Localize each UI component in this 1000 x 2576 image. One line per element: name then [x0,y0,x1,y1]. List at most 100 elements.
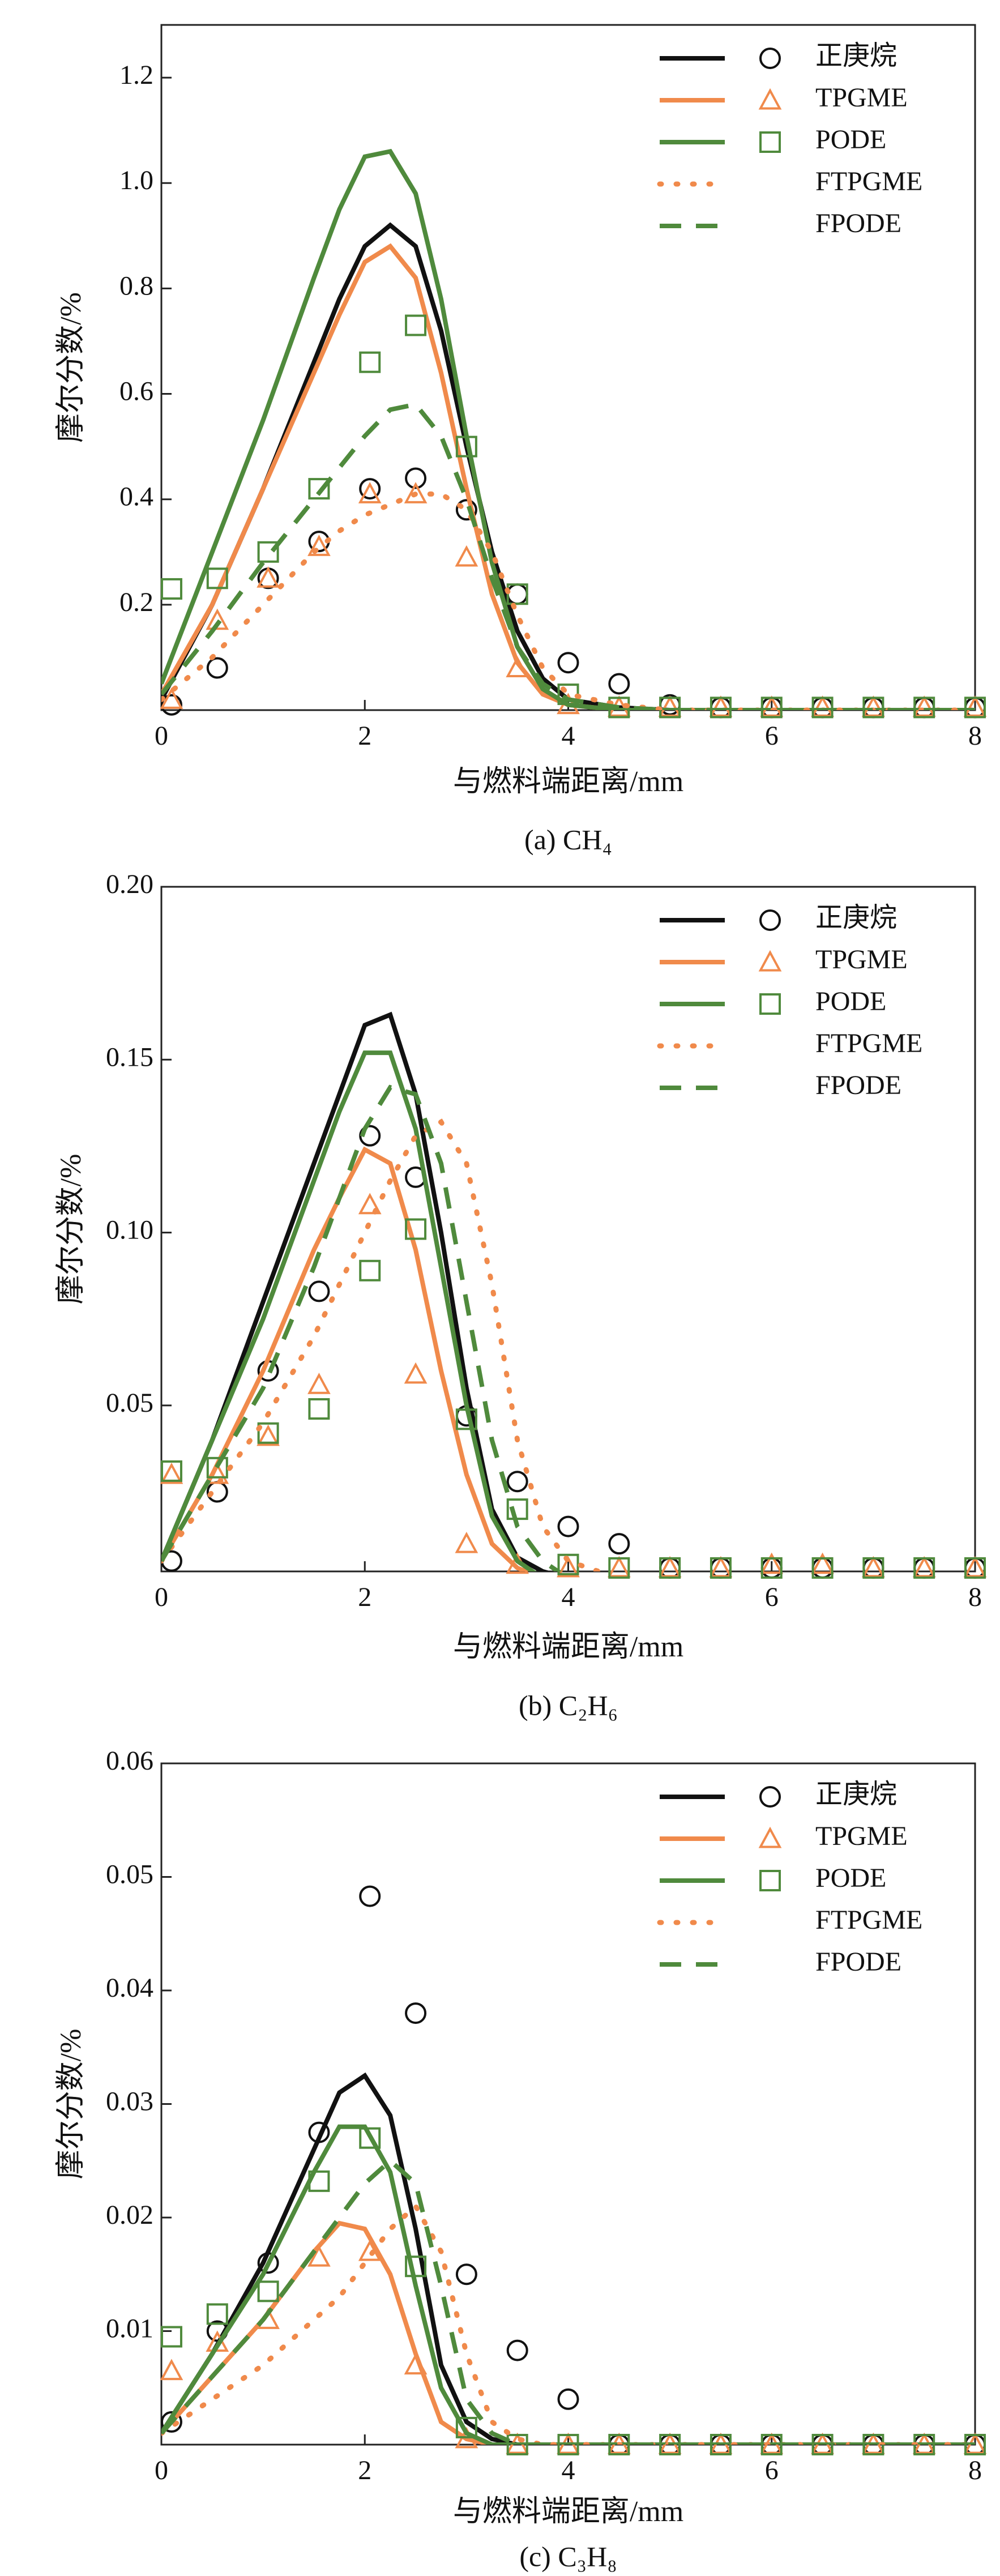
y-tick-label: 0.10 [106,1215,153,1245]
legend-label: FTPGME [815,1028,922,1058]
model-line [161,2220,975,2445]
marker [308,1280,330,1302]
y-tick-label: 0.2 [119,587,153,617]
x-axis-label: 与燃料端距离/mm [453,2496,683,2528]
y-tick-label: 1.0 [119,165,153,195]
marker [759,993,781,1015]
marker [358,482,382,503]
marker [811,695,834,717]
marker [758,88,782,110]
marker [257,567,279,589]
x-tick-label: 8 [968,1582,982,1612]
marker [913,1557,935,1579]
caption: (c) C₃H₈ [519,2540,617,2572]
x-tick-label: 0 [155,721,168,751]
marker [307,2245,331,2267]
x-tick-label: 0 [155,1582,168,1612]
marker [455,1408,477,1430]
marker [811,697,834,719]
y-tick-label: 0.01 [106,2314,153,2344]
marker [359,2127,381,2149]
marker [659,1557,681,1579]
x-tick-label: 2 [358,1582,371,1612]
x-tick-label: 6 [765,721,779,751]
caption: (a) CH₄ [524,823,612,855]
x-tick-label: 0 [155,2455,168,2485]
y-tick-label: 1.2 [119,60,153,90]
model-line [161,222,975,710]
marker [455,435,477,458]
marker [160,2326,182,2348]
model-line [161,1011,552,1571]
marker [506,2339,528,2361]
marker [710,1557,732,1579]
marker [608,1557,630,1579]
marker [206,1456,228,1479]
marker [811,1552,834,1574]
marker [359,1259,381,1281]
y-tick-label: 0.8 [119,271,153,301]
marker [964,697,986,719]
legend-label: FPODE [815,1947,901,1977]
marker [308,2170,330,2192]
model-line [161,243,975,710]
model-line [161,1118,607,1571]
marker [359,1885,381,1907]
legend-label: PODE [815,986,886,1016]
marker [759,48,781,69]
marker [160,2411,182,2433]
model-line [161,401,975,710]
x-tick-label: 4 [562,721,575,751]
marker [404,2353,428,2375]
model-line [161,1084,562,1571]
model-line [161,2158,975,2445]
marker [811,697,834,719]
y-tick-label: 0.06 [106,1746,153,1776]
marker [862,1556,885,1578]
marker [160,2359,183,2381]
marker [912,1556,936,1578]
model-line [161,491,975,710]
marker [358,1193,382,1215]
caption: (b) C₂H₆ [519,1689,618,1721]
marker [308,2121,330,2143]
marker [308,1398,330,1420]
x-tick-label: 4 [562,2455,575,2485]
marker [658,695,682,717]
marker [658,1556,682,1578]
marker [557,2388,579,2410]
marker [307,1373,331,1394]
marker [710,1557,732,1579]
marker [257,2280,279,2302]
x-axis-label: 与燃料端距离/mm [453,1631,683,1663]
legend-label: 正庚烷 [815,1779,897,1809]
marker [206,567,228,589]
marker [862,1557,884,1579]
marker [206,657,228,679]
marker [912,695,936,717]
chart: 0 2 4 6 8 0.01 0.02 0.03 0.04 0.05 0.06 与燃料端距离/mm 摩尔… [55,1746,987,2572]
marker [709,695,733,717]
marker [557,1556,580,1578]
marker [160,578,182,600]
legend-label: 正庚烷 [815,41,897,71]
marker [359,478,381,500]
marker [206,608,229,630]
marker [811,1557,834,1579]
y-axis-label: 摩尔分数/% [55,1154,87,1305]
marker [759,1870,781,1891]
marker [404,482,428,503]
y-tick-label: 0.6 [119,377,153,407]
marker [455,1531,478,1553]
y-tick-label: 0.04 [106,1973,153,2003]
marker [160,687,183,709]
marker [862,695,885,717]
marker [160,694,182,716]
model-line [161,2072,975,2445]
y-tick-label: 0.03 [106,2087,153,2117]
legend-label: 正庚烷 [815,903,897,933]
marker [760,1557,783,1579]
legend-label: TPGME [815,83,908,113]
marker [963,695,987,717]
marker [758,1826,782,1848]
